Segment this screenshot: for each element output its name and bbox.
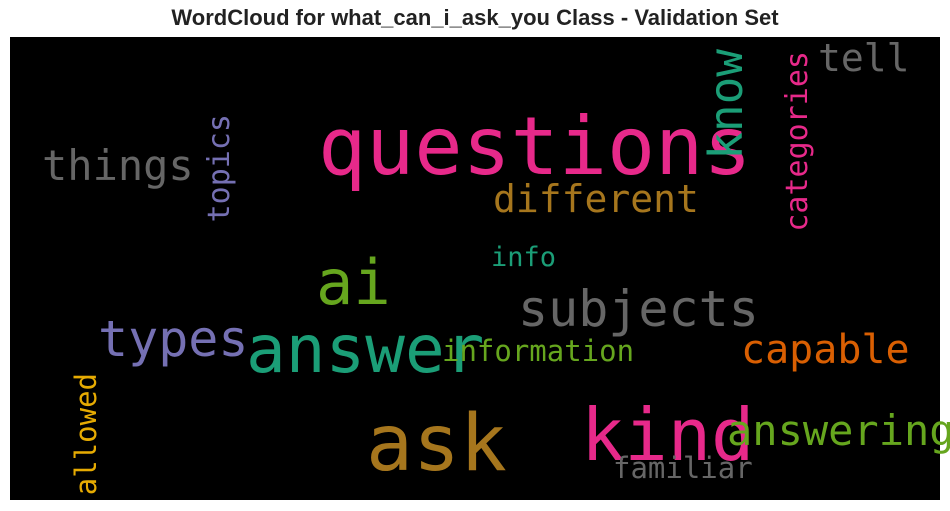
word-allowed: allowed (69, 373, 103, 496)
word-know: know (699, 49, 753, 160)
word-answering: answering (727, 406, 950, 455)
word-information: information (442, 334, 635, 368)
word-questions: questions (318, 100, 752, 193)
word-capable: capable (741, 327, 910, 373)
word-ask: ask (366, 399, 507, 489)
word-ai: ai (316, 246, 391, 319)
word-topics: topics (202, 114, 237, 223)
chart-title: WordCloud for what_can_i_ask_you Class -… (171, 5, 779, 30)
word-different: different (493, 177, 699, 221)
word-answer: answer (246, 311, 485, 388)
word-subjects: subjects (518, 280, 759, 338)
word-types: types (98, 310, 249, 368)
word-info: info (491, 242, 557, 273)
word-familiar: familiar (613, 451, 753, 485)
word-kind: kind (581, 393, 755, 477)
word-things: things (42, 141, 194, 190)
wordcloud-canvas: questions ask kind answer ai subjects types kno… (10, 36, 950, 500)
word-categories: categories (780, 51, 815, 232)
word-tell: tell (818, 36, 910, 80)
